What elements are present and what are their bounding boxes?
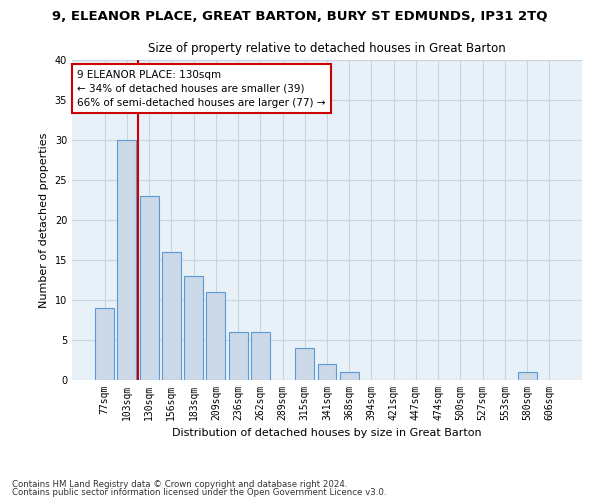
- Bar: [184, 276, 203, 380]
- X-axis label: Distribution of detached houses by size in Great Barton: Distribution of detached houses by size …: [172, 428, 482, 438]
- Bar: [518, 372, 536, 380]
- Bar: [251, 332, 270, 380]
- Bar: [229, 332, 248, 380]
- Y-axis label: Number of detached properties: Number of detached properties: [39, 132, 49, 308]
- Bar: [206, 292, 225, 380]
- Text: Contains HM Land Registry data © Crown copyright and database right 2024.: Contains HM Land Registry data © Crown c…: [12, 480, 347, 489]
- Text: 9, ELEANOR PLACE, GREAT BARTON, BURY ST EDMUNDS, IP31 2TQ: 9, ELEANOR PLACE, GREAT BARTON, BURY ST …: [52, 10, 548, 23]
- Text: 9 ELEANOR PLACE: 130sqm
← 34% of detached houses are smaller (39)
66% of semi-de: 9 ELEANOR PLACE: 130sqm ← 34% of detache…: [77, 70, 326, 108]
- Bar: [118, 140, 136, 380]
- Text: Contains public sector information licensed under the Open Government Licence v3: Contains public sector information licen…: [12, 488, 386, 497]
- Title: Size of property relative to detached houses in Great Barton: Size of property relative to detached ho…: [148, 42, 506, 54]
- Bar: [340, 372, 359, 380]
- Bar: [317, 364, 337, 380]
- Bar: [162, 252, 181, 380]
- Bar: [295, 348, 314, 380]
- Bar: [140, 196, 158, 380]
- Bar: [95, 308, 114, 380]
